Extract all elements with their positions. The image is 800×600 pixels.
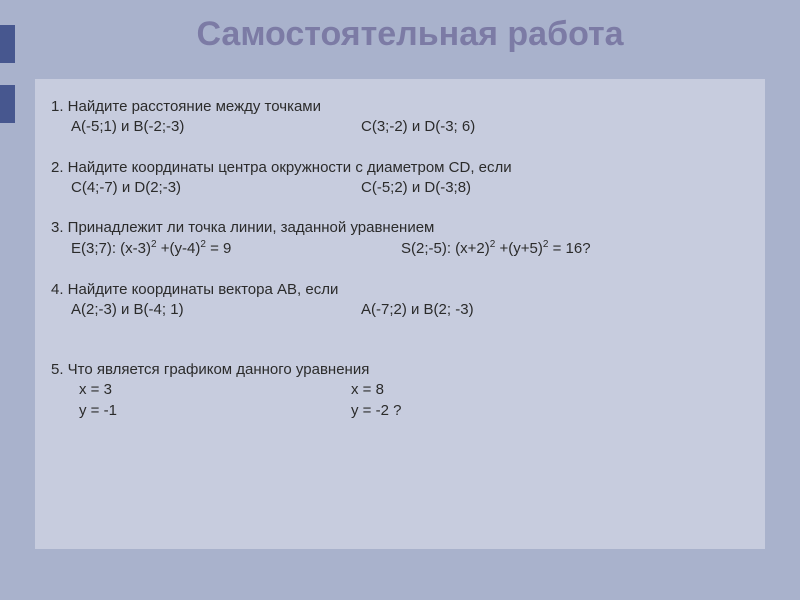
task-2: 2. Найдите координаты центра окружности … xyxy=(51,158,749,199)
task-5-question: 5. Что является графиком данного уравнен… xyxy=(51,360,749,380)
task-2-left: С(4;-7) и D(2;-3) xyxy=(51,178,361,198)
task-4-left: А(2;-3) и В(-4; 1) xyxy=(51,300,361,320)
task-3-left: Е(3;7): (х-3)2 +(у-4)2 = 9 xyxy=(51,238,361,259)
task-1-right: С(3;-2) и D(-3; 6) xyxy=(361,117,475,137)
t3-left-part-c: = 9 xyxy=(206,240,231,257)
t3-right-part-c: = 16? xyxy=(548,240,590,257)
t3-right-part-b: +(у+5) xyxy=(495,240,543,257)
task-3: 3. Принадлежит ли точка линии, заданной … xyxy=(51,218,749,260)
task-4: 4. Найдите координаты вектора АВ, если А… xyxy=(51,280,749,321)
task-2-question: 2. Найдите координаты центра окружности … xyxy=(51,158,749,178)
task-5-left-2: у = -1 xyxy=(51,401,351,421)
task-4-right: А(-7;2) и В(2; -3) xyxy=(361,300,474,320)
content-panel: 1. Найдите расстояние между точками А(-5… xyxy=(35,79,765,549)
task-1: 1. Найдите расстояние между точками А(-5… xyxy=(51,97,749,138)
task-5-right-1: х = 8 xyxy=(351,380,384,400)
task-5-left-1: х = 3 xyxy=(51,380,351,400)
task-3-right: S(2;-5): (х+2)2 +(у+5)2 = 16? xyxy=(361,238,591,259)
task-2-right: С(-5;2) и D(-3;8) xyxy=(361,178,471,198)
task-1-left: А(-5;1) и В(-2;-3) xyxy=(51,117,361,137)
task-4-question: 4. Найдите координаты вектора АВ, если xyxy=(51,280,749,300)
slide-title: Самостоятельная работа xyxy=(35,15,785,54)
slide: Самостоятельная работа 1. Найдите рассто… xyxy=(35,15,785,585)
t3-left-part-a: Е(3;7): (х-3) xyxy=(71,240,151,257)
t3-right-part-a: S(2;-5): (х+2) xyxy=(401,240,490,257)
task-5: 5. Что является графиком данного уравнен… xyxy=(51,360,749,421)
task-1-question: 1. Найдите расстояние между точками xyxy=(51,97,749,117)
side-tab-2 xyxy=(0,85,15,123)
task-5-right-2: у = -2 ? xyxy=(351,401,401,421)
side-tab-1 xyxy=(0,25,15,63)
task-3-question: 3. Принадлежит ли точка линии, заданной … xyxy=(51,218,749,238)
t3-left-part-b: +(у-4) xyxy=(157,240,201,257)
